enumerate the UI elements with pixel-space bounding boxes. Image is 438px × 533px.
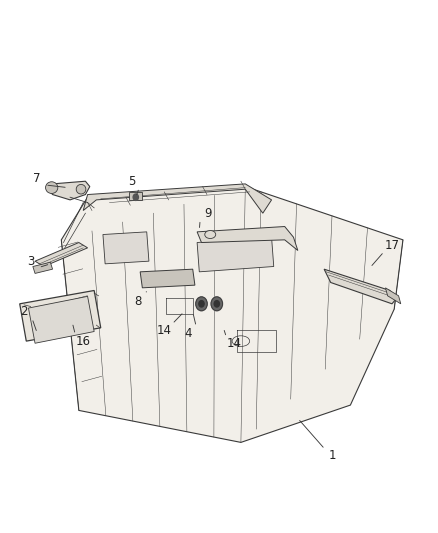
Text: 1: 1	[329, 449, 337, 462]
Ellipse shape	[46, 182, 58, 193]
Polygon shape	[28, 296, 94, 343]
Polygon shape	[324, 269, 396, 304]
Polygon shape	[48, 181, 90, 200]
Circle shape	[211, 297, 223, 311]
Polygon shape	[197, 237, 274, 272]
Text: 14: 14	[157, 324, 172, 337]
Polygon shape	[385, 288, 401, 304]
Text: 17: 17	[385, 239, 399, 252]
Text: 8: 8	[134, 295, 141, 308]
Text: 14: 14	[227, 337, 242, 350]
Circle shape	[133, 194, 138, 200]
Polygon shape	[103, 232, 149, 264]
Polygon shape	[33, 262, 53, 273]
Ellipse shape	[205, 230, 215, 239]
Circle shape	[196, 297, 207, 311]
Ellipse shape	[76, 184, 86, 194]
Text: 7: 7	[33, 172, 41, 185]
Polygon shape	[197, 227, 298, 251]
Circle shape	[214, 301, 219, 307]
Polygon shape	[129, 192, 142, 200]
Polygon shape	[35, 243, 88, 266]
Polygon shape	[140, 269, 195, 288]
Text: 5: 5	[128, 175, 135, 188]
Polygon shape	[83, 184, 272, 213]
Text: 9: 9	[204, 207, 212, 220]
Polygon shape	[61, 187, 403, 442]
Text: 4: 4	[184, 327, 192, 340]
Text: 16: 16	[76, 335, 91, 348]
Text: 3: 3	[27, 255, 34, 268]
Circle shape	[199, 301, 204, 307]
Text: 2: 2	[20, 305, 28, 318]
Polygon shape	[20, 290, 101, 341]
